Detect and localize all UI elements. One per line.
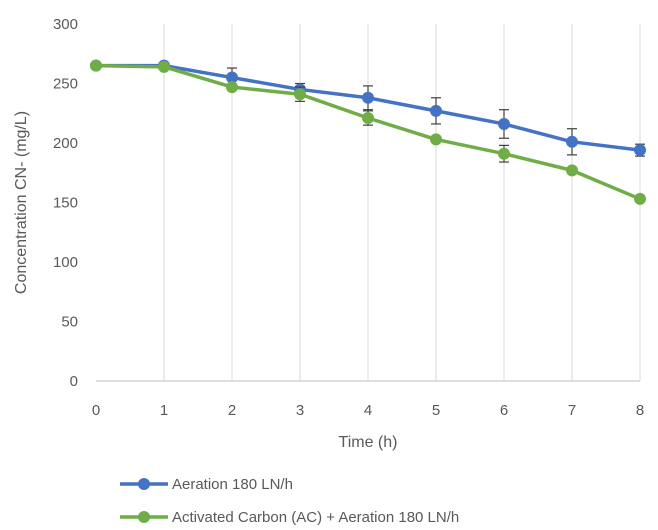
x-tick-label-5: 5 [432, 402, 440, 419]
legend-marker-aeration [138, 478, 150, 490]
data-point [90, 59, 102, 72]
y-tick-label-200: 200 [53, 135, 78, 152]
legend: Aeration 180 LN/h Activated Carbon (AC) … [120, 476, 459, 526]
data-point [498, 117, 510, 130]
x-tick-label-3: 3 [296, 402, 304, 419]
y-tick-label-250: 250 [53, 76, 78, 93]
data-point [634, 192, 646, 205]
data-point [294, 88, 306, 101]
y-axis-title: Concentration CN- (mg/L) [13, 111, 30, 294]
x-tick-label-8: 8 [636, 402, 644, 419]
data-point [498, 147, 510, 160]
data-point [226, 81, 238, 94]
data-point [362, 91, 374, 104]
legend-item-aeration: Aeration 180 LN/h [120, 476, 293, 493]
x-tick-label-2: 2 [228, 402, 236, 419]
data-point [566, 164, 578, 177]
legend-marker-ac-aeration [138, 511, 150, 523]
x-tick-label-7: 7 [568, 402, 576, 419]
legend-label-aeration: Aeration 180 LN/h [172, 476, 293, 493]
series-1 [90, 59, 646, 205]
x-tick-label-1: 1 [160, 402, 168, 419]
y-tick-label-150: 150 [53, 195, 78, 212]
data-point [226, 71, 238, 84]
data-point [430, 133, 442, 146]
data-point [634, 144, 646, 157]
data-point [158, 60, 170, 73]
x-axis-title: Time (h) [339, 434, 398, 451]
data-point [430, 104, 442, 117]
data-point [362, 112, 374, 125]
y-tick-labels: 0 50 100 150 200 250 300 [53, 16, 78, 390]
x-tick-label-4: 4 [364, 402, 372, 419]
legend-label-ac-aeration: Activated Carbon (AC) + Aeration 180 LN/… [172, 509, 459, 526]
y-tick-label-50: 50 [61, 314, 78, 331]
x-tick-label-6: 6 [500, 402, 508, 419]
y-tick-label-300: 300 [53, 16, 78, 33]
y-tick-label-100: 100 [53, 254, 78, 271]
series-layer [90, 59, 646, 205]
x-tick-label-0: 0 [92, 402, 100, 419]
x-tick-labels: 0 1 2 3 4 5 6 7 8 [92, 402, 644, 419]
y-tick-label-0: 0 [70, 373, 78, 390]
data-point [566, 135, 578, 148]
legend-item-ac-aeration: Activated Carbon (AC) + Aeration 180 LN/… [120, 509, 459, 526]
